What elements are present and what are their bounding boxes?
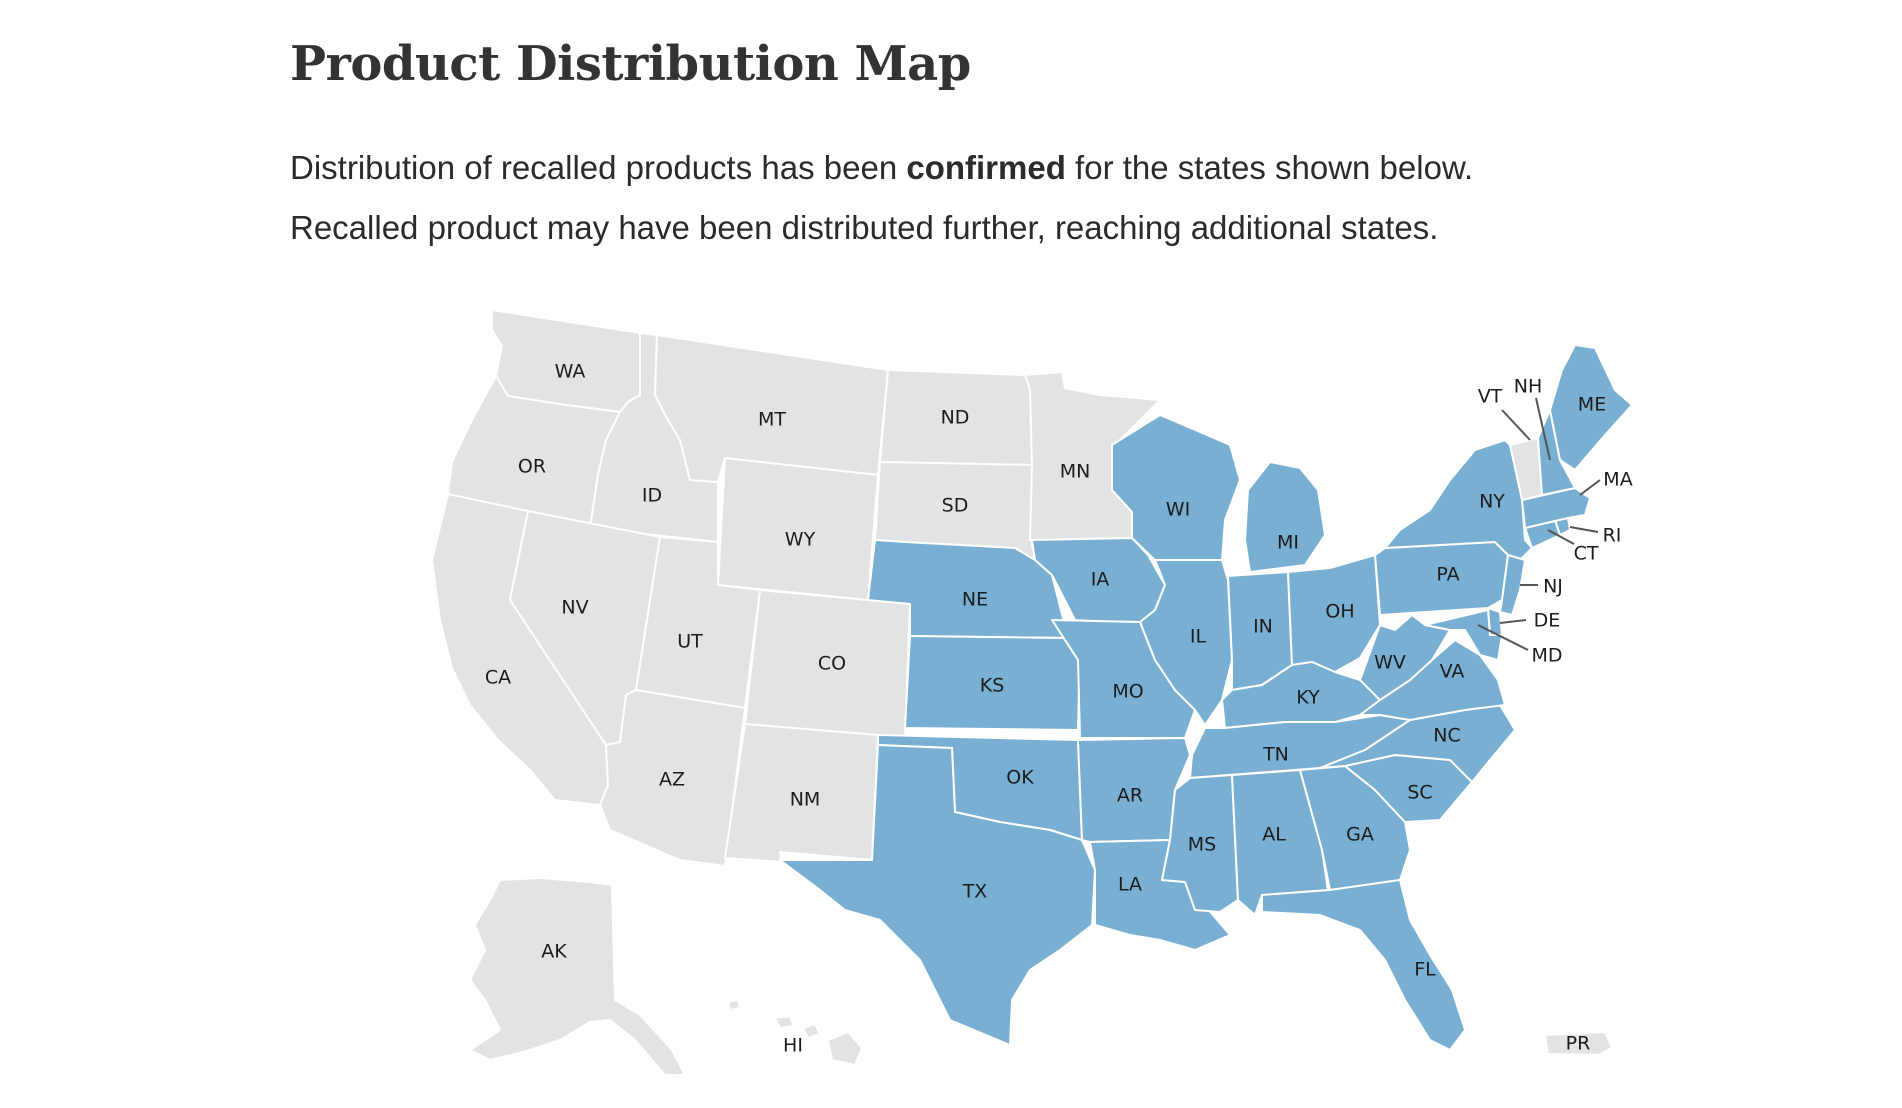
- state-NH[interactable]: [1537, 409, 1576, 496]
- state-label-MO: MO: [1112, 681, 1143, 703]
- state-label-UT: UT: [677, 631, 703, 653]
- state-label-KY: KY: [1296, 687, 1320, 709]
- state-label-SD: SD: [942, 495, 969, 517]
- leader-NH: [1535, 397, 1551, 461]
- state-label-NC: NC: [1433, 725, 1460, 747]
- state-HI-small-2[interactable]: [802, 1023, 821, 1039]
- state-NY[interactable]: [1384, 439, 1533, 561]
- state-NC[interactable]: [1319, 704, 1516, 783]
- state-label-ID: ID: [642, 485, 662, 507]
- state-label-CA: CA: [485, 667, 511, 689]
- state-label-NE: NE: [962, 589, 988, 611]
- state-label-AZ: AZ: [659, 769, 685, 791]
- state-label-MA: MA: [1603, 469, 1632, 491]
- state-label-DE: DE: [1534, 610, 1561, 632]
- leader-lines: [1477, 397, 1601, 651]
- state-PR[interactable]: [1544, 1031, 1613, 1056]
- state-label-AR: AR: [1117, 785, 1143, 807]
- state-label-AL: AL: [1262, 824, 1286, 846]
- page-description: Distribution of recalled products has be…: [290, 138, 1690, 258]
- page-title: Product Distribution Map: [290, 36, 971, 92]
- state-label-IL: IL: [1190, 626, 1207, 648]
- leader-MD: [1477, 624, 1529, 651]
- state-label-IN: IN: [1253, 616, 1273, 638]
- leader-DE: [1499, 619, 1527, 624]
- state-HI-small-1[interactable]: [774, 1015, 795, 1029]
- state-label-NH: NH: [1514, 376, 1543, 398]
- state-label-SC: SC: [1407, 782, 1432, 804]
- state-label-VA: VA: [1440, 661, 1465, 683]
- states-layer: [431, 309, 1633, 1076]
- state-MD[interactable]: [1424, 609, 1503, 661]
- state-label-MN: MN: [1060, 461, 1091, 483]
- state-label-IA: IA: [1091, 569, 1110, 591]
- state-FL[interactable]: [1261, 879, 1466, 1051]
- state-label-PR: PR: [1566, 1033, 1591, 1055]
- state-label-OR: OR: [518, 456, 546, 478]
- state-label-AK: AK: [541, 941, 567, 963]
- leader-MA: [1579, 479, 1601, 496]
- state-label-WI: WI: [1166, 499, 1190, 521]
- state-label-OK: OK: [1006, 767, 1034, 789]
- state-label-WY: WY: [785, 529, 816, 551]
- state-label-WV: WV: [1374, 652, 1406, 674]
- leader-CT: [1547, 529, 1575, 545]
- leader-RI: [1569, 526, 1599, 533]
- state-label-FL: FL: [1414, 959, 1436, 981]
- state-label-GA: GA: [1346, 824, 1374, 846]
- state-label-TX: TX: [962, 881, 988, 903]
- state-ME[interactable]: [1549, 344, 1633, 471]
- state-WI[interactable]: [1111, 414, 1241, 561]
- description-text-end: for the states shown below.: [1065, 149, 1474, 186]
- leader-VT: [1501, 409, 1531, 441]
- state-label-RI: RI: [1603, 525, 1622, 547]
- state-labels: WA OR CA ID NV MT WY UT AZ CO NM ND SD MN VT AK HI PR NE KS…: [485, 361, 1633, 1057]
- state-label-HI: HI: [783, 1035, 803, 1057]
- state-label-CO: CO: [818, 653, 846, 675]
- state-label-ME: ME: [1578, 394, 1606, 416]
- state-label-MT: MT: [758, 409, 786, 431]
- description-emphasis: confirmed: [906, 149, 1066, 186]
- state-label-MD: MD: [1531, 645, 1562, 667]
- state-label-KS: KS: [980, 675, 1005, 697]
- state-label-VT: VT: [1478, 386, 1503, 408]
- state-label-NM: NM: [790, 789, 821, 811]
- state-label-NV: NV: [561, 597, 588, 619]
- state-label-NJ: NJ: [1543, 576, 1563, 598]
- state-label-TN: TN: [1262, 744, 1289, 766]
- state-label-PA: PA: [1436, 564, 1459, 586]
- state-HI[interactable]: [827, 1031, 863, 1066]
- state-label-NY: NY: [1479, 491, 1505, 513]
- state-AK[interactable]: [469, 877, 686, 1076]
- state-label-CT: CT: [1574, 543, 1599, 565]
- state-label-MS: MS: [1188, 834, 1216, 856]
- state-TX[interactable]: [779, 744, 1096, 1046]
- state-HI-small-3[interactable]: [727, 999, 741, 1011]
- state-label-OH: OH: [1325, 601, 1354, 623]
- description-line-2: Recalled product may have been distribut…: [290, 209, 1439, 246]
- state-NJ[interactable]: [1499, 554, 1526, 616]
- state-label-LA: LA: [1118, 874, 1142, 896]
- description-text: Distribution of recalled products has be…: [290, 149, 907, 186]
- state-label-WA: WA: [555, 361, 586, 383]
- state-label-MI: MI: [1277, 532, 1299, 554]
- state-label-ND: ND: [941, 407, 970, 429]
- state-MI[interactable]: [1244, 461, 1326, 573]
